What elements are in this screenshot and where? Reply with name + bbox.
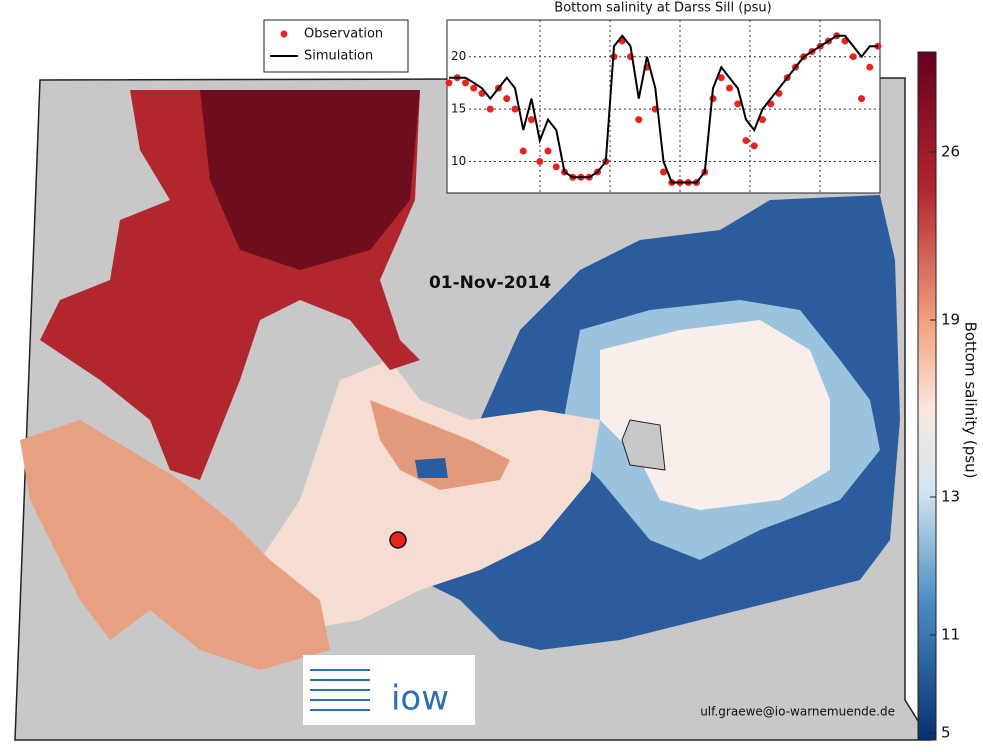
colorbar-tick-label: 19 — [941, 311, 960, 329]
observation-point — [486, 105, 494, 113]
observation-point — [759, 116, 766, 124]
logo-text: iow — [391, 679, 449, 719]
observation-point — [717, 74, 725, 82]
y-tick-label: 15 — [451, 102, 466, 116]
belt-sea — [20, 420, 330, 670]
credit: ulf.graewe@io-warnemuende.de — [700, 705, 895, 719]
observation-point — [660, 168, 667, 176]
colorbar-tick-label: 13 — [941, 488, 960, 506]
observation-point — [635, 116, 643, 124]
observation-point — [519, 147, 527, 155]
date-label: 01-Nov-2014 — [429, 273, 551, 293]
observation-point — [866, 63, 874, 71]
logo-lines — [310, 669, 370, 711]
observation-point — [536, 158, 544, 166]
legend-marker — [280, 30, 288, 38]
inset-chart: 10 15 20 — [445, 20, 882, 193]
kattegat-deep — [200, 90, 420, 270]
western-baltic — [260, 360, 600, 630]
colorbar-label: Bottom salinity (psu) — [962, 322, 980, 479]
arkona-salt — [370, 400, 510, 490]
observation-point — [462, 79, 469, 87]
observation-point — [858, 95, 865, 103]
station-marker[interactable] — [389, 531, 407, 549]
legend-items: Observation Simulation — [270, 27, 383, 64]
observation-point — [528, 116, 535, 124]
colorbar-tick-label: 11 — [941, 626, 960, 644]
colorbar-tick-label: 26 — [941, 143, 960, 161]
observation-point — [544, 147, 552, 155]
observation-point — [445, 79, 453, 87]
legend — [263, 19, 409, 73]
observation-point — [750, 142, 758, 150]
legend-label: Simulation — [304, 49, 373, 64]
simulation-line — [449, 34, 878, 184]
observation-point — [734, 100, 742, 108]
observation-point — [742, 137, 750, 145]
observation-point — [726, 84, 733, 92]
observation-point — [503, 95, 511, 103]
inset-title: Bottom salinity at Darss Sill (psu) — [554, 1, 771, 16]
y-tick-label: 20 — [451, 49, 466, 63]
inset-frame — [446, 19, 881, 194]
y-tick-label: 10 — [451, 154, 466, 168]
island — [621, 419, 666, 471]
colorbar-ticks: 26 19 13 11 5 — [930, 143, 960, 742]
patch — [415, 458, 448, 478]
legend-label: Observation — [304, 27, 383, 42]
colorbar — [917, 51, 937, 741]
observation-point — [470, 84, 478, 92]
colorbar-tick-label: 5 — [941, 724, 951, 742]
observation-point — [552, 163, 560, 171]
observation-point — [511, 105, 519, 113]
observation-point — [849, 53, 857, 61]
